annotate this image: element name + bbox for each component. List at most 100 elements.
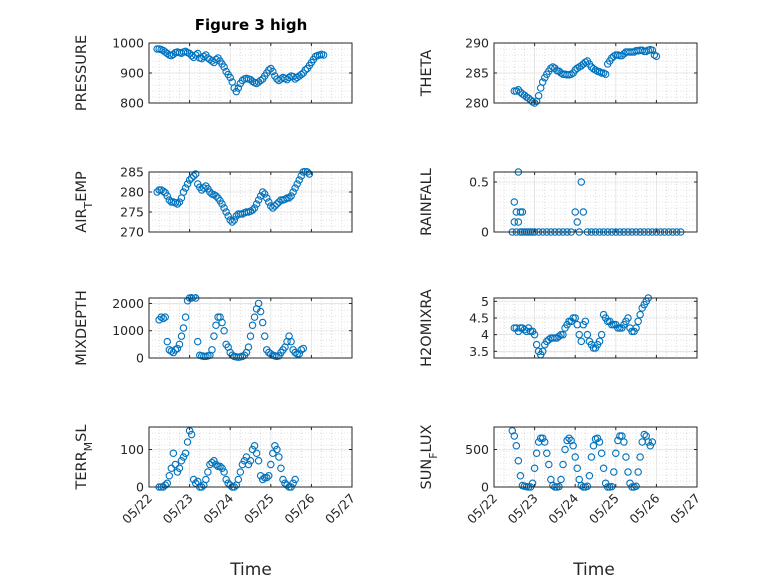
y-axis-label: RAINFALL <box>419 168 435 236</box>
data-point <box>620 438 628 446</box>
data-point <box>175 198 184 206</box>
y-tick-label: 500 <box>465 442 489 457</box>
data-point <box>565 434 573 442</box>
y-tick-label: 0 <box>481 225 489 240</box>
data-point <box>622 453 630 461</box>
data-point <box>228 218 236 226</box>
data-point <box>297 172 305 180</box>
series-markers <box>510 294 653 359</box>
data-point <box>569 314 577 322</box>
data-point <box>193 337 202 346</box>
data-point <box>183 438 192 446</box>
y-tick-label: 0 <box>481 480 489 495</box>
data-point <box>267 460 275 469</box>
data-point <box>575 330 584 339</box>
figure-title: Figure 3 high <box>195 16 308 34</box>
subplot-sun-flux: 0 500 05/22 05/23 05/24 05/25 05/26 05/27 SUNFLU… <box>419 424 703 526</box>
data-point <box>218 200 226 208</box>
y-tick-label: 280 <box>120 185 144 200</box>
data-point <box>187 430 196 439</box>
data-point <box>571 208 579 216</box>
y-axis-label: MIXDEPTH <box>74 290 90 366</box>
data-point <box>181 184 190 192</box>
data-point <box>626 479 634 487</box>
data-point <box>171 460 180 469</box>
data-point <box>242 453 251 461</box>
subplot-theta: 280 285 290 THETA <box>419 36 698 111</box>
y-tick-label: 280 <box>465 96 489 111</box>
data-point <box>210 456 218 465</box>
data-point <box>573 218 581 226</box>
data-point <box>173 468 182 476</box>
data-point <box>287 337 295 346</box>
y-tick-label: 0.5 <box>469 175 489 190</box>
data-point <box>581 317 590 326</box>
y-axis-label: THETA <box>419 50 435 98</box>
data-point <box>256 76 265 85</box>
data-point <box>161 481 169 489</box>
data-point <box>563 436 571 445</box>
data-point <box>224 479 232 487</box>
data-point <box>291 348 299 357</box>
y-tick-label: 0 <box>136 351 144 366</box>
data-point <box>230 216 239 224</box>
data-point <box>167 464 176 472</box>
data-point <box>208 57 216 65</box>
data-point <box>269 204 277 212</box>
data-point <box>295 350 303 358</box>
y-tick-label: 800 <box>120 96 144 111</box>
y-tick-label: 285 <box>120 165 144 180</box>
subplot-air-temp: 270 275 280 285 AIRTEMP <box>74 165 353 240</box>
data-point <box>250 441 259 450</box>
data-point <box>230 84 239 92</box>
data-point <box>624 468 632 476</box>
data-point <box>293 180 301 188</box>
data-point <box>636 310 644 319</box>
data-point <box>597 69 606 77</box>
data-point <box>244 460 253 469</box>
data-point <box>191 479 200 487</box>
data-point <box>260 190 269 198</box>
data-point <box>555 332 563 341</box>
data-point <box>269 67 277 76</box>
subplot-terr-msl: 0 100 05/22 05/23 05/24 05/25 05/26 05/27 TERRMS… <box>74 425 358 527</box>
y-tick-label: 900 <box>120 66 144 81</box>
right-x-axis-label: Time <box>572 560 615 580</box>
series-markers <box>510 45 661 107</box>
data-point <box>299 344 308 353</box>
data-point <box>532 340 541 349</box>
data-point <box>561 445 569 454</box>
data-point <box>262 473 271 482</box>
data-point <box>579 208 588 216</box>
data-point <box>200 52 208 61</box>
data-point <box>632 324 640 332</box>
data-point <box>536 434 545 442</box>
data-point <box>636 453 644 461</box>
data-point <box>583 330 592 339</box>
data-point <box>236 468 245 476</box>
data-point <box>297 346 305 354</box>
data-point <box>248 321 257 330</box>
data-point <box>179 453 188 461</box>
x-tick-label: 05/24 <box>545 490 581 526</box>
data-point <box>175 340 184 349</box>
data-point <box>226 216 234 224</box>
y-tick-label: 270 <box>120 225 144 240</box>
x-tick-label: 05/22 <box>464 491 500 527</box>
data-point <box>271 441 279 450</box>
data-point <box>212 460 220 469</box>
left-x-axis-label: Time <box>229 560 272 580</box>
y-axis-label: SUNFLUX <box>419 424 440 489</box>
data-point <box>258 188 267 196</box>
data-point <box>648 46 657 54</box>
x-tick-label: 05/25 <box>586 491 622 527</box>
data-point <box>171 346 180 354</box>
y-tick-label: 1000 <box>112 323 144 338</box>
y-axis-label: AIRTEMP <box>74 171 95 233</box>
x-tick-label: 05/24 <box>200 490 236 526</box>
series-markers <box>508 426 657 491</box>
data-point <box>248 445 257 454</box>
data-point <box>248 206 257 214</box>
